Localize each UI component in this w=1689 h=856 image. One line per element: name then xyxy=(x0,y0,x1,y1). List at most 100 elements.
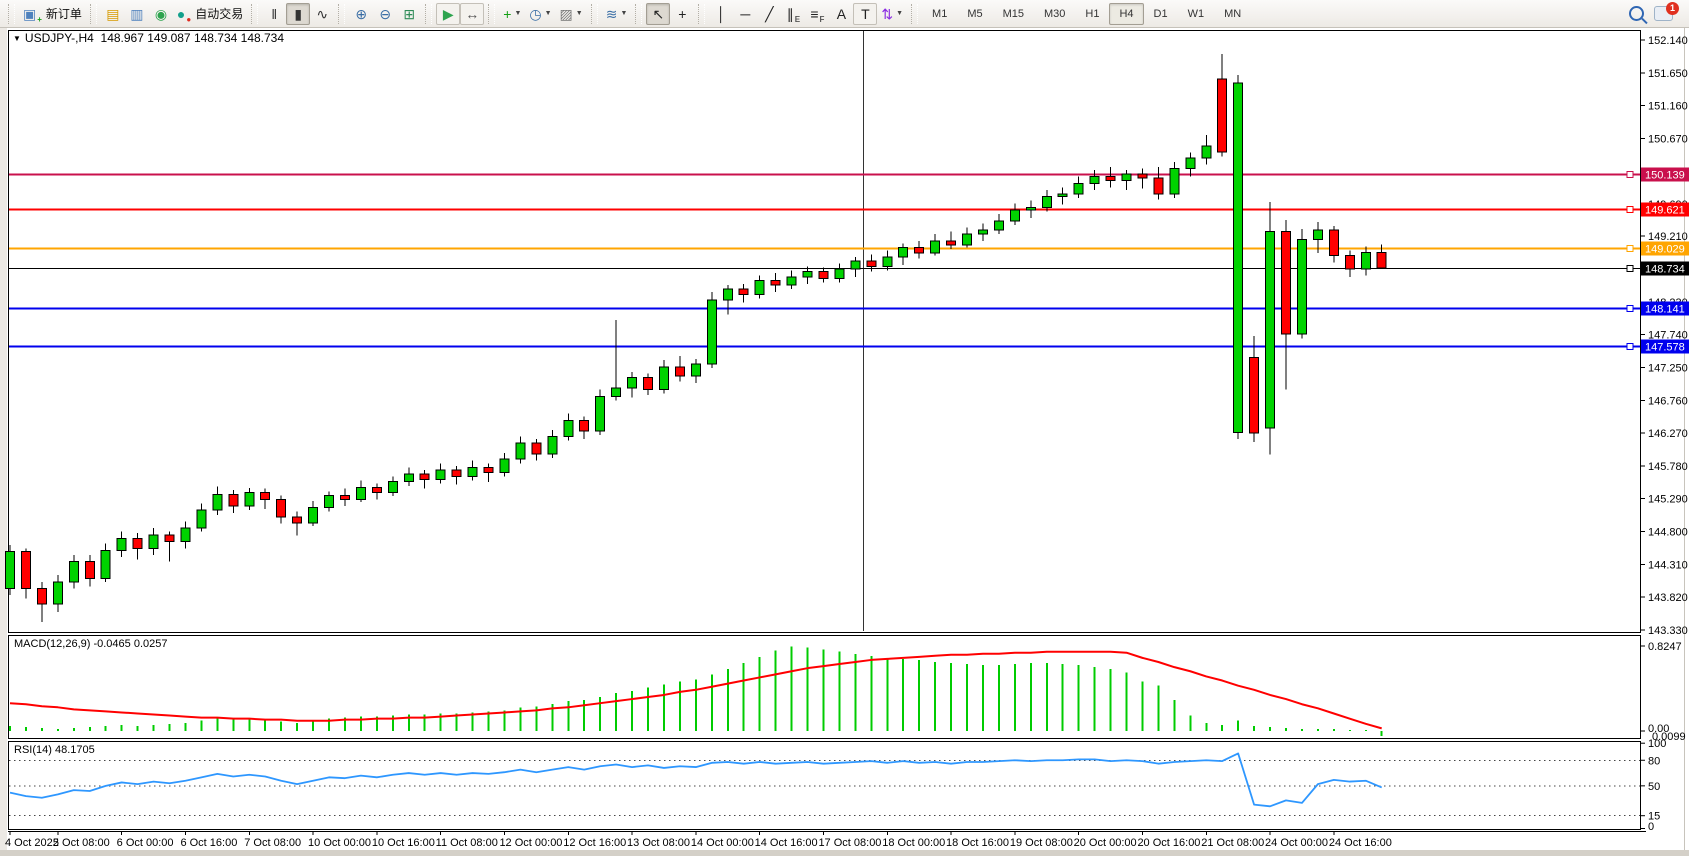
signals-icon: ◉ xyxy=(154,5,168,22)
hline-handle xyxy=(1626,206,1634,213)
candle-down xyxy=(228,494,239,507)
zoom-out-button[interactable]: ⊖ xyxy=(373,3,397,25)
candlestick-chart-button[interactable]: ▮ xyxy=(286,2,311,25)
candle-down xyxy=(1328,229,1339,257)
chart-shift-icon: ↔ xyxy=(465,5,480,22)
svg-text:148.141: 148.141 xyxy=(1645,304,1685,316)
crosshair-button[interactable]: + xyxy=(670,3,694,25)
signals-button[interactable]: ◉ xyxy=(149,3,173,25)
periods-button[interactable]: ◷ ▼ xyxy=(525,3,555,25)
window-left-edge xyxy=(0,28,7,850)
market-watch-button[interactable]: ▤ xyxy=(101,3,125,25)
arrows-button[interactable]: ⇅ ▼ xyxy=(877,3,907,25)
candle-down xyxy=(451,469,462,478)
chart-background xyxy=(0,28,1689,856)
svg-text:18 Oct 00:00: 18 Oct 00:00 xyxy=(882,837,945,849)
candle-up xyxy=(658,366,669,391)
svg-text:80: 80 xyxy=(1648,755,1660,767)
timeframe-m15-button[interactable]: M15 xyxy=(1002,7,1025,20)
timeframe-mn-button[interactable]: MN xyxy=(1224,7,1242,20)
toolbar-grip xyxy=(425,3,433,24)
auto-scroll-button[interactable]: ▶ xyxy=(436,2,461,25)
candle-up xyxy=(1265,231,1276,429)
candle-down xyxy=(579,419,590,432)
fibonacci-icon: ≡ xyxy=(810,5,819,22)
new-order-button[interactable]: ▣ + 新订单 xyxy=(19,3,86,25)
chart-symbol: USDJPY-,H4 xyxy=(24,31,94,45)
tile-windows-button[interactable]: ⊞ xyxy=(397,3,421,25)
indicators-icon: + xyxy=(503,5,512,22)
chat-icon[interactable]: 1 xyxy=(1654,2,1679,21)
data-window-button[interactable]: ▥ xyxy=(125,3,149,25)
svg-text:6 Oct 00:00: 6 Oct 00:00 xyxy=(117,837,174,849)
hline-149.621[interactable]: 149.621 xyxy=(9,202,1689,217)
svg-text:149.210: 149.210 xyxy=(1648,231,1688,243)
timeframe-m30-button[interactable]: M30 xyxy=(1044,7,1066,20)
window-bottom-edge xyxy=(0,850,1689,856)
candle-up xyxy=(467,466,478,478)
hline-149.029[interactable]: 149.029 xyxy=(9,241,1689,256)
candle-up xyxy=(962,233,972,246)
candle-down xyxy=(84,561,95,579)
svg-text:0: 0 xyxy=(1648,821,1654,833)
candle-down xyxy=(1153,177,1164,195)
svg-text:144.310: 144.310 xyxy=(1648,559,1688,571)
candle-down xyxy=(132,537,143,549)
hline-147.578[interactable]: 147.578 xyxy=(9,339,1689,354)
chart-shift-button[interactable]: ↔ xyxy=(460,2,485,25)
cursor-button[interactable]: ↖ xyxy=(646,2,671,25)
timeframe-d1-button[interactable]: D1 xyxy=(1153,7,1168,20)
candle-up xyxy=(1185,157,1196,170)
equidistant-channel-button[interactable]: ∥ E xyxy=(781,3,805,25)
macd-panel-frame xyxy=(8,635,1641,739)
vertical-line-button[interactable]: │ xyxy=(709,3,733,25)
horizontal-line-button[interactable]: ─ xyxy=(733,3,757,25)
timeframe-w1-button[interactable]: W1 xyxy=(1187,7,1205,20)
search-icon[interactable] xyxy=(1629,6,1644,21)
toolbar-grip xyxy=(89,3,97,24)
rsi-plot: 100 80 50 150 xyxy=(9,738,1666,833)
candle-up xyxy=(244,492,255,507)
timeframe-h4-button[interactable]: H4 xyxy=(1109,2,1144,25)
text-button[interactable]: A xyxy=(829,3,853,25)
toolbar-grip xyxy=(590,3,598,24)
candle-up xyxy=(1089,176,1100,184)
toolbar-grip xyxy=(251,3,259,24)
text-icon: A xyxy=(836,5,847,22)
timeframe-m1-button[interactable]: M1 xyxy=(932,7,948,20)
candle-down xyxy=(260,492,271,500)
indicators-button[interactable]: + ▼ xyxy=(499,3,525,25)
candle-down xyxy=(946,240,957,246)
trendline-button[interactable]: ╱ xyxy=(757,3,781,25)
toolbar-grip xyxy=(338,3,346,24)
chart-title: ▼ USDJPY-,H4 148.967 149.087 148.734 148.… xyxy=(13,31,284,45)
auto-trading-button[interactable]: ● ● 自动交易 xyxy=(173,3,247,25)
candle-down xyxy=(674,366,685,377)
macd-plot: 0.8247 0.000.0099 xyxy=(9,641,1686,743)
svg-text:12 Oct 16:00: 12 Oct 16:00 xyxy=(563,837,626,849)
hline-148.141[interactable]: 148.141 xyxy=(9,301,1689,316)
chart-dropdown-icon[interactable]: ▼ xyxy=(13,34,21,43)
macd-signal-line xyxy=(9,650,1382,730)
zoom-in-button[interactable]: ⊕ xyxy=(349,3,373,25)
candle-up xyxy=(786,276,797,286)
line-chart-button[interactable]: ∿ xyxy=(310,3,334,25)
hline-150.139[interactable]: 150.139 xyxy=(9,167,1689,182)
candle-down xyxy=(531,442,542,455)
text-label-button[interactable]: T xyxy=(853,2,878,25)
icon-overlay: E xyxy=(794,14,801,24)
fibonacci-button[interactable]: ≡ F xyxy=(805,3,829,25)
timeframe-h1-button[interactable]: H1 xyxy=(1085,7,1100,20)
templates-button[interactable]: ▨ ▼ xyxy=(556,3,587,25)
icon-overlay: ● xyxy=(186,14,192,24)
candle-up xyxy=(834,268,845,279)
svg-text:19 Oct 08:00: 19 Oct 08:00 xyxy=(1010,837,1073,849)
main-toolbar: ▣ + 新订单 ▤ ▥ ◉ ● ● 自动交易 ‖ ▮ ∿ ⊕ ⊖ ⊞ ▶ ↔ + ▼ ◷ ▼ ▨ ▼ ≋ ▼ ↖ + │ ─ ╱ ∥ E ≡ F A… xyxy=(0,0,1689,28)
bar-chart-button[interactable]: ‖ xyxy=(262,3,286,25)
candle-down xyxy=(738,288,749,295)
timeframe-m5-button[interactable]: M5 xyxy=(967,7,983,20)
indicator-list-button[interactable]: ≋ ▼ xyxy=(602,3,632,25)
candle-up xyxy=(722,288,733,301)
periods-icon: ◷ xyxy=(529,5,542,22)
